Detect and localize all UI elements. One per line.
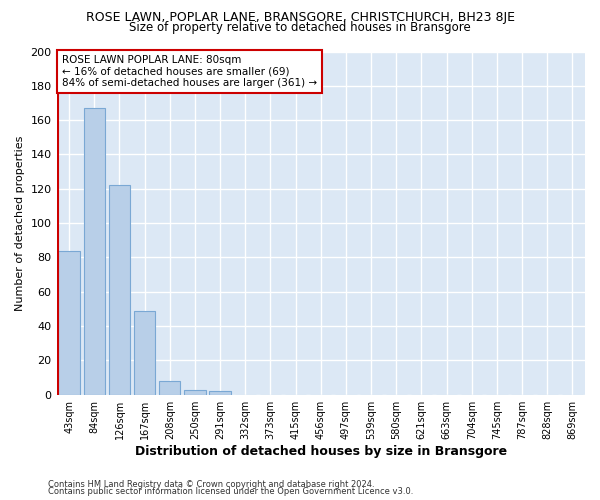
Text: Contains public sector information licensed under the Open Government Licence v3: Contains public sector information licen…	[48, 487, 413, 496]
Text: Size of property relative to detached houses in Bransgore: Size of property relative to detached ho…	[129, 22, 471, 35]
Bar	[58, 250, 80, 394]
Bar	[134, 310, 155, 394]
Y-axis label: Number of detached properties: Number of detached properties	[15, 136, 25, 311]
Bar	[159, 381, 181, 394]
Bar	[184, 390, 206, 394]
Bar	[109, 186, 130, 394]
Text: Contains HM Land Registry data © Crown copyright and database right 2024.: Contains HM Land Registry data © Crown c…	[48, 480, 374, 489]
Text: ROSE LAWN POPLAR LANE: 80sqm
← 16% of detached houses are smaller (69)
84% of se: ROSE LAWN POPLAR LANE: 80sqm ← 16% of de…	[62, 55, 317, 88]
Text: ROSE LAWN, POPLAR LANE, BRANSGORE, CHRISTCHURCH, BH23 8JE: ROSE LAWN, POPLAR LANE, BRANSGORE, CHRIS…	[86, 11, 515, 24]
Bar	[83, 108, 105, 395]
Bar	[209, 392, 231, 394]
X-axis label: Distribution of detached houses by size in Bransgore: Distribution of detached houses by size …	[135, 444, 507, 458]
